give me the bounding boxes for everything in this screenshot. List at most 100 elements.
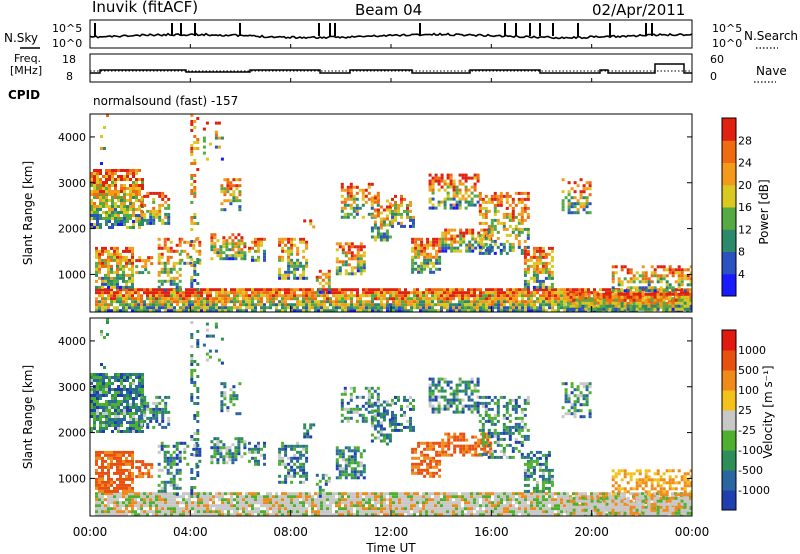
heat-cell — [119, 285, 122, 289]
heat-cell — [590, 495, 593, 499]
heat-cell — [518, 501, 521, 505]
heat-cell — [113, 246, 116, 250]
heat-cell — [275, 306, 278, 310]
heat-cell — [512, 306, 515, 310]
heat-cell — [335, 248, 339, 252]
heat-cell — [169, 255, 173, 259]
heat-cell — [329, 495, 332, 499]
heat-cell — [170, 510, 173, 514]
heat-cell — [467, 300, 470, 304]
heat-cell — [403, 197, 406, 201]
heat-cell — [114, 223, 117, 226]
heat-cell — [193, 195, 197, 198]
heat-cell — [213, 251, 217, 255]
heat-cell — [284, 507, 287, 511]
heat-cell — [401, 495, 404, 499]
heat-cell — [299, 303, 302, 307]
heat-cell — [521, 291, 524, 295]
heat-cell — [662, 301, 666, 305]
heat-cell — [689, 277, 692, 281]
heat-cell — [671, 291, 674, 295]
heat-cell — [443, 510, 446, 514]
heat-cell — [314, 306, 317, 310]
heat-cell — [230, 498, 233, 502]
heat-cell — [449, 179, 453, 183]
heat-cell — [266, 495, 269, 499]
heat-cell — [538, 285, 542, 289]
heat-cell — [650, 274, 654, 278]
heat-cell — [437, 309, 440, 312]
heat-cell — [101, 276, 104, 280]
heat-cell — [229, 184, 233, 188]
heat-cell — [141, 271, 145, 275]
heat-cell — [132, 184, 135, 187]
heat-cell — [144, 259, 148, 263]
heat-cell — [437, 288, 440, 292]
heat-cell — [141, 181, 144, 184]
heat-cell — [423, 246, 427, 250]
heat-cell — [476, 498, 479, 502]
heat-cell — [131, 288, 134, 292]
heat-cell — [486, 228, 490, 232]
heat-cell — [233, 306, 236, 310]
heat-cell — [160, 246, 164, 250]
heat-cell — [380, 300, 383, 304]
heat-cell — [128, 510, 131, 514]
heat-cell — [482, 303, 485, 307]
heat-cell — [157, 279, 161, 283]
heat-cell — [164, 215, 168, 219]
heat-cell — [116, 492, 119, 496]
heat-cell — [96, 226, 99, 229]
heat-cell — [308, 303, 311, 307]
heat-cell — [149, 504, 152, 508]
heat-cell — [344, 504, 347, 508]
heat-cell — [437, 501, 440, 505]
heat-cell — [278, 276, 282, 280]
heat-cell — [287, 501, 290, 505]
heat-cell — [206, 297, 209, 301]
heat-cell — [167, 203, 171, 207]
heat-cell — [500, 309, 503, 312]
heat-cell — [422, 492, 425, 496]
heat-cell — [443, 291, 446, 295]
heat-cell — [122, 255, 125, 259]
heat-cell — [476, 495, 479, 499]
heat-cell — [125, 306, 128, 310]
heat-cell — [578, 292, 582, 296]
heat-cell — [293, 303, 296, 307]
heat-cell — [341, 510, 344, 514]
heat-cell — [438, 261, 442, 265]
heat-cell — [353, 266, 357, 270]
heat-cell — [456, 240, 460, 244]
heat-cell — [382, 235, 386, 239]
heat-cell — [161, 303, 164, 307]
heat-cell — [263, 294, 266, 298]
heat-cell — [281, 249, 285, 253]
heat-cell — [593, 307, 597, 311]
heat-cell — [560, 291, 563, 295]
heat-cell — [483, 231, 487, 235]
heat-cell — [653, 286, 657, 290]
heat-cell — [455, 504, 458, 508]
heat-cell — [344, 507, 347, 511]
heat-cell — [438, 249, 442, 253]
heat-cell — [119, 291, 122, 295]
heat-cell — [431, 306, 434, 310]
heat-cell — [237, 254, 241, 258]
heat-cell — [105, 175, 108, 178]
heat-cell — [338, 260, 342, 264]
heat-cell — [680, 291, 683, 295]
heat-cell — [278, 501, 281, 505]
heat-cell — [420, 264, 424, 268]
heat-cell — [450, 228, 454, 232]
heat-cell — [487, 245, 491, 249]
heat-cell — [506, 309, 509, 312]
heat-cell — [548, 294, 551, 298]
heat-cell — [132, 172, 135, 175]
heat-cell — [176, 300, 179, 304]
heat-cell — [576, 199, 580, 203]
heat-cell — [212, 303, 215, 307]
heat-cell — [132, 226, 135, 229]
heat-cell — [90, 223, 93, 226]
heat-cell — [523, 206, 527, 210]
